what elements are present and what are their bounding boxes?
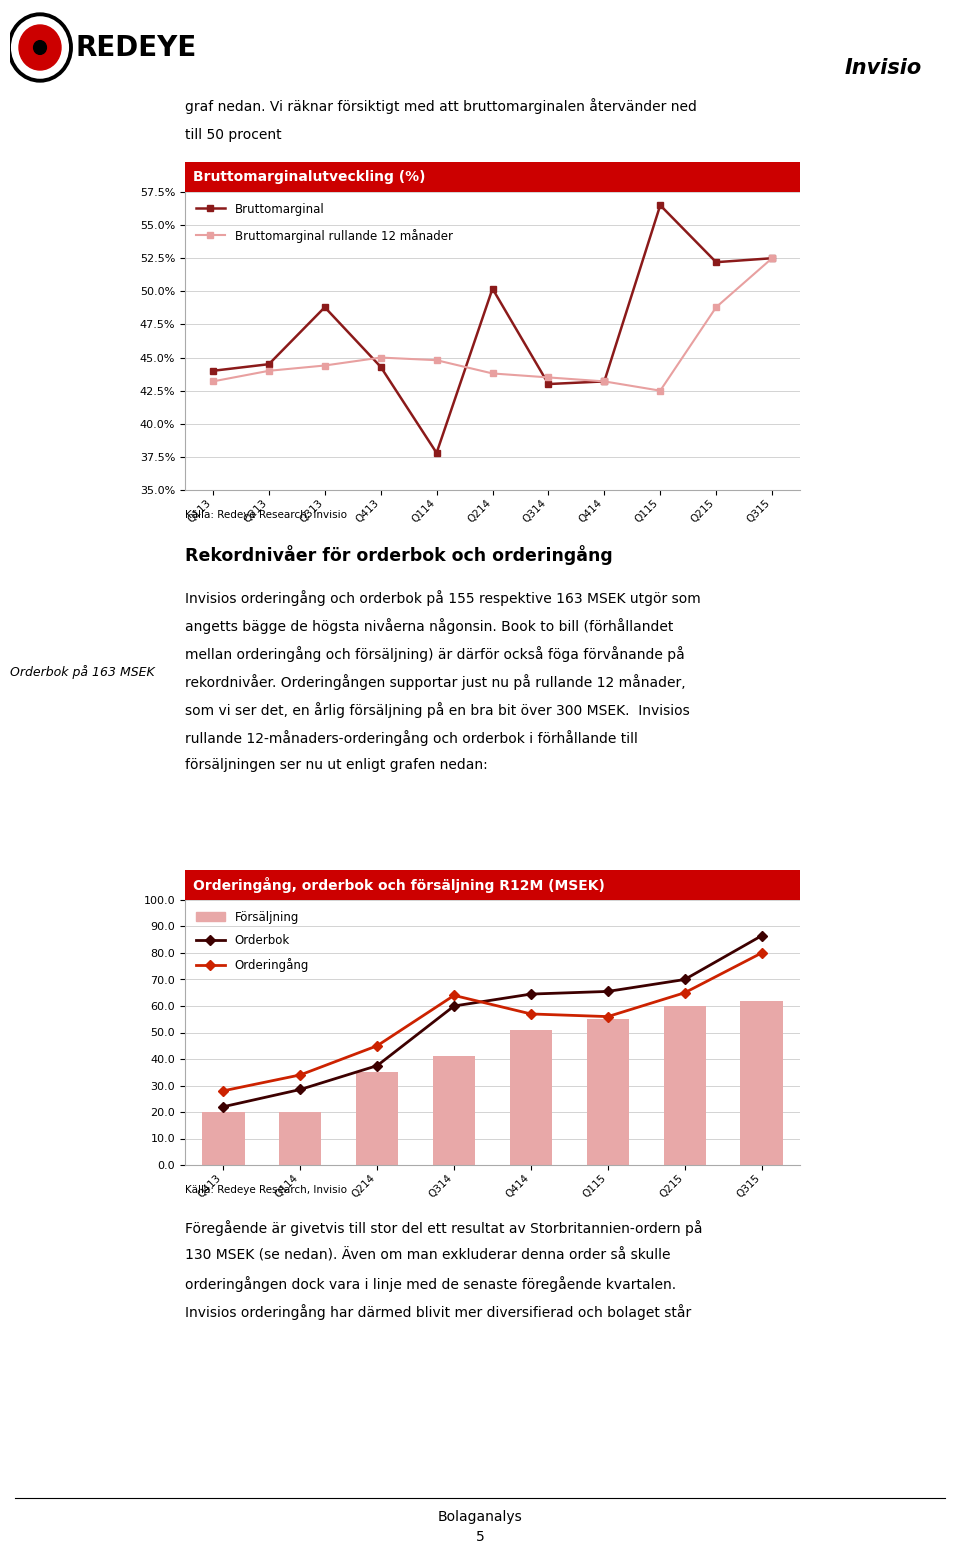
Bar <box>279 1113 322 1166</box>
Bar <box>203 1113 245 1166</box>
Legend: Försäljning, Orderbok, Orderingång: Försäljning, Orderbok, Orderingång <box>191 906 314 976</box>
Bar <box>433 1057 475 1166</box>
Bruttomarginal <box>375 357 387 376</box>
Bruttomarginal <box>766 249 778 267</box>
Bruttomarginal <box>207 362 219 381</box>
Circle shape <box>34 40 46 54</box>
Legend: Bruttomarginal, Bruttomarginal rullande 12 månader: Bruttomarginal, Bruttomarginal rullande … <box>191 197 457 247</box>
Line: Bruttomarginal rullande 12 månader: Bruttomarginal rullande 12 månader <box>210 255 775 393</box>
Bruttomarginal rullande 12 månader <box>766 249 778 267</box>
Text: 130 MSEK (se nedan). Även om man exkluderar denna order så skulle: 130 MSEK (se nedan). Även om man exklude… <box>185 1248 670 1262</box>
Bar <box>356 1072 398 1166</box>
Bruttomarginal rullande 12 månader <box>207 371 219 390</box>
Text: REDEYE: REDEYE <box>76 34 197 62</box>
Bar <box>510 1030 552 1166</box>
Text: Föregående är givetvis till stor del ett resultat av Storbritannien-ordern på: Föregående är givetvis till stor del ett… <box>185 1220 703 1235</box>
Bruttomarginal rullande 12 månader <box>319 356 330 375</box>
Text: Invisios orderingång och orderbok på 155 respektive 163 MSEK utgör som: Invisios orderingång och orderbok på 155… <box>185 591 701 606</box>
Text: till 50 procent: till 50 procent <box>185 127 281 141</box>
Text: försäljningen ser nu ut enligt grafen nedan:: försäljningen ser nu ut enligt grafen ne… <box>185 758 488 772</box>
Bruttomarginal <box>319 298 330 317</box>
Bruttomarginal <box>655 196 666 214</box>
Text: Källa: Redeye Research, Invisio: Källa: Redeye Research, Invisio <box>185 510 347 521</box>
Text: mellan orderingång och försäljning) är därför också föga förvånande på: mellan orderingång och försäljning) är d… <box>185 646 684 662</box>
Text: Rekordnivåer för orderbok och orderingång: Rekordnivåer för orderbok och orderingån… <box>185 545 612 566</box>
Bar <box>587 1019 629 1166</box>
Text: Källa: Redeye Research, Invisio: Källa: Redeye Research, Invisio <box>185 1186 347 1195</box>
Text: Orderbok på 163 MSEK: Orderbok på 163 MSEK <box>10 665 155 679</box>
Bruttomarginal rullande 12 månader <box>598 371 610 390</box>
Text: graf nedan. Vi räknar försiktigt med att bruttomarginalen återvänder ned: graf nedan. Vi räknar försiktigt med att… <box>185 98 697 113</box>
Text: Invisio: Invisio <box>845 57 922 78</box>
Text: angetts bägge de högsta nivåerna någonsin. Book to bill (förhållandet: angetts bägge de högsta nivåerna någonsi… <box>185 618 673 634</box>
Text: rekordnivåer. Orderingången supportar just nu på rullande 12 månader,: rekordnivåer. Orderingången supportar ju… <box>185 674 685 690</box>
Text: 5: 5 <box>475 1531 485 1545</box>
Bruttomarginal <box>542 375 554 393</box>
Bruttomarginal rullande 12 månader <box>263 362 275 381</box>
Bruttomarginal <box>263 354 275 373</box>
Bruttomarginal <box>710 253 722 272</box>
Bar <box>663 1005 706 1166</box>
Text: rullande 12-månaders-orderingång och orderbok i förhållande till: rullande 12-månaders-orderingång och ord… <box>185 730 637 746</box>
Text: Bolaganalys: Bolaganalys <box>438 1510 522 1524</box>
Text: Orderingång, orderbok och försäljning R12M (MSEK): Orderingång, orderbok och försäljning R1… <box>193 876 605 894</box>
Bruttomarginal rullande 12 månader <box>431 351 443 370</box>
Bruttomarginal <box>598 371 610 390</box>
Bruttomarginal <box>487 280 498 298</box>
Bruttomarginal <box>431 443 443 462</box>
Text: orderingången dock vara i linje med de senaste föregående kvartalen.: orderingången dock vara i linje med de s… <box>185 1276 676 1291</box>
Bruttomarginal rullande 12 månader <box>375 348 387 367</box>
Bruttomarginal rullande 12 månader <box>487 364 498 382</box>
Bar <box>740 1001 782 1166</box>
Line: Bruttomarginal: Bruttomarginal <box>210 202 775 455</box>
Circle shape <box>19 25 61 70</box>
Bruttomarginal rullande 12 månader <box>710 298 722 317</box>
Text: Bruttomarginalutveckling (%): Bruttomarginalutveckling (%) <box>193 169 425 183</box>
Bruttomarginal rullande 12 månader <box>542 368 554 387</box>
Bruttomarginal rullande 12 månader <box>655 381 666 399</box>
Text: som vi ser det, en årlig försäljning på en bra bit över 300 MSEK.  Invisios: som vi ser det, en årlig försäljning på … <box>185 702 689 718</box>
Text: Invisios orderingång har därmed blivit mer diversifierad och bolaget står: Invisios orderingång har därmed blivit m… <box>185 1304 691 1319</box>
